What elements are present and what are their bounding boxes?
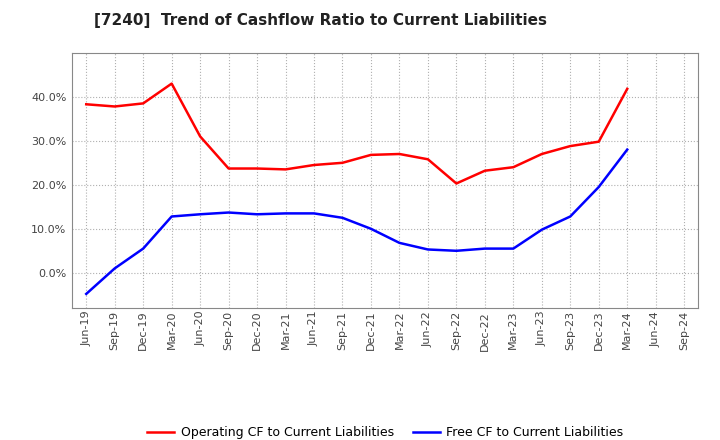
Operating CF to Current Liabilities <box>595 139 603 144</box>
Free CF to Current Liabilities <box>139 246 148 251</box>
Free CF to Current Liabilities <box>566 214 575 219</box>
Free CF to Current Liabilities <box>395 240 404 246</box>
Free CF to Current Liabilities <box>110 266 119 271</box>
Operating CF to Current Liabilities <box>338 160 347 165</box>
Text: [7240]  Trend of Cashflow Ratio to Current Liabilities: [7240] Trend of Cashflow Ratio to Curren… <box>94 13 546 28</box>
Free CF to Current Liabilities <box>595 184 603 190</box>
Legend: Operating CF to Current Liabilities, Free CF to Current Liabilities: Operating CF to Current Liabilities, Fre… <box>142 422 629 440</box>
Line: Operating CF to Current Liabilities: Operating CF to Current Liabilities <box>86 84 627 183</box>
Operating CF to Current Liabilities <box>566 143 575 149</box>
Free CF to Current Liabilities <box>167 214 176 219</box>
Free CF to Current Liabilities <box>480 246 489 251</box>
Operating CF to Current Liabilities <box>395 151 404 157</box>
Free CF to Current Liabilities <box>225 210 233 215</box>
Free CF to Current Liabilities <box>452 248 461 253</box>
Operating CF to Current Liabilities <box>139 101 148 106</box>
Operating CF to Current Liabilities <box>196 134 204 139</box>
Operating CF to Current Liabilities <box>623 86 631 92</box>
Free CF to Current Liabilities <box>310 211 318 216</box>
Free CF to Current Liabilities <box>82 291 91 297</box>
Operating CF to Current Liabilities <box>225 166 233 171</box>
Operating CF to Current Liabilities <box>82 102 91 107</box>
Free CF to Current Liabilities <box>253 212 261 217</box>
Free CF to Current Liabilities <box>338 215 347 220</box>
Operating CF to Current Liabilities <box>366 152 375 158</box>
Free CF to Current Liabilities <box>623 147 631 152</box>
Free CF to Current Liabilities <box>366 226 375 231</box>
Operating CF to Current Liabilities <box>253 166 261 171</box>
Operating CF to Current Liabilities <box>167 81 176 86</box>
Operating CF to Current Liabilities <box>282 167 290 172</box>
Operating CF to Current Liabilities <box>480 168 489 173</box>
Free CF to Current Liabilities <box>509 246 518 251</box>
Line: Free CF to Current Liabilities: Free CF to Current Liabilities <box>86 150 627 294</box>
Free CF to Current Liabilities <box>196 212 204 217</box>
Operating CF to Current Liabilities <box>310 162 318 168</box>
Operating CF to Current Liabilities <box>452 181 461 186</box>
Operating CF to Current Liabilities <box>423 157 432 162</box>
Free CF to Current Liabilities <box>423 247 432 252</box>
Free CF to Current Liabilities <box>537 227 546 232</box>
Operating CF to Current Liabilities <box>110 104 119 109</box>
Free CF to Current Liabilities <box>282 211 290 216</box>
Operating CF to Current Liabilities <box>509 165 518 170</box>
Operating CF to Current Liabilities <box>537 151 546 157</box>
